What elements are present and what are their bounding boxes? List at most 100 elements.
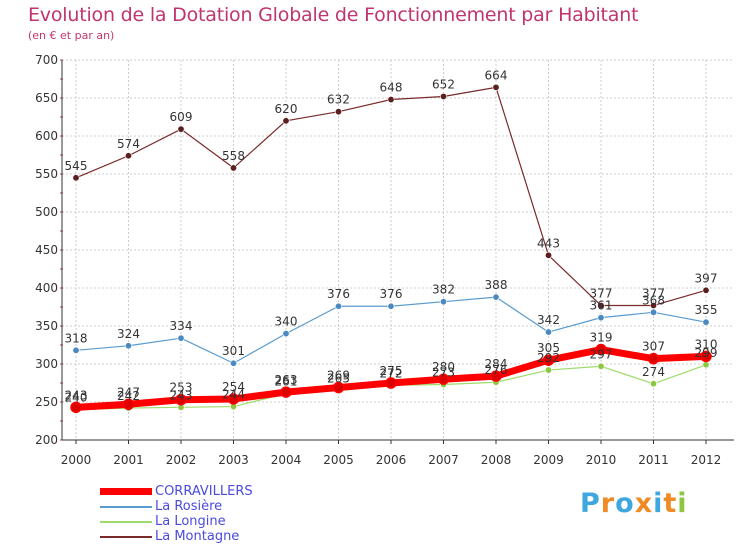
data-point-la-longine: [544, 366, 552, 374]
data-label-corravillers: 275: [380, 364, 403, 378]
data-point-corravillers: [332, 381, 345, 394]
legend-swatch-corravillers: [100, 488, 152, 495]
data-label-la-rosi-re: 342: [537, 313, 560, 327]
data-label-la-montagne: 574: [117, 137, 140, 151]
data-point-la-montagne: [702, 286, 710, 294]
x-tick-label: 2011: [638, 453, 669, 467]
data-label-la-montagne: 652: [432, 77, 455, 91]
data-label-corravillers: 280: [432, 360, 455, 374]
data-label-la-rosi-re: 318: [65, 331, 88, 345]
x-tick-label: 2000: [61, 453, 92, 467]
data-label-la-montagne: 377: [590, 286, 613, 300]
data-point-la-rosi-re: [282, 330, 290, 338]
data-point-corravillers: [700, 350, 712, 363]
data-label-corravillers: 269: [327, 369, 350, 383]
data-point-la-longine: [649, 380, 657, 388]
x-tick-label: 2006: [376, 453, 407, 467]
legend-swatch-la-montagne: [100, 535, 152, 538]
data-point-la-montagne: [439, 92, 447, 100]
data-point-la-montagne: [649, 301, 657, 309]
y-tick-label: 500: [35, 205, 58, 219]
data-label-corravillers: 254: [222, 380, 245, 394]
x-tick-label: 2001: [113, 453, 144, 467]
data-label-la-rosi-re: 388: [485, 278, 508, 292]
data-point-la-rosi-re: [702, 318, 710, 326]
x-tick-label: 2003: [218, 453, 249, 467]
data-point-la-rosi-re: [649, 308, 657, 316]
data-point-la-montagne: [177, 125, 185, 133]
data-label-la-longine: 242: [117, 389, 140, 403]
data-point-la-rosi-re: [334, 302, 342, 310]
data-point-la-montagne: [544, 251, 552, 259]
legend-swatch-la-longine: [100, 520, 152, 523]
data-point-la-montagne: [334, 108, 342, 116]
y-tick-label: 400: [35, 281, 58, 295]
data-point-corravillers: [385, 377, 397, 389]
data-label-corravillers: 305: [537, 341, 560, 355]
data-label-corravillers: 243: [65, 388, 88, 402]
data-point-corravillers: [490, 370, 502, 382]
data-point-la-montagne: [125, 152, 133, 160]
data-label-la-longine: 261: [275, 375, 298, 389]
data-point-la-rosi-re: [597, 314, 605, 322]
data-point-la-rosi-re: [387, 302, 395, 310]
data-label-la-montagne: 545: [65, 159, 88, 173]
data-label-la-longine: 274: [642, 365, 665, 379]
y-tick-label: 300: [35, 357, 58, 371]
legend-swatch-la-rosi-re: [100, 505, 152, 508]
legend-label-la-montagne: La Montagne: [155, 529, 240, 544]
data-point-la-montagne: [72, 174, 80, 182]
data-label-la-longine: 273: [432, 366, 455, 380]
chart-subtitle: (en € et par an): [28, 29, 115, 42]
data-point-la-rosi-re: [177, 334, 185, 342]
data-point-corravillers: [542, 354, 555, 366]
y-tick-label: 200: [35, 433, 58, 447]
data-label-corravillers: 247: [117, 385, 140, 399]
data-label-la-longine: 244: [222, 388, 245, 402]
data-label-corravillers: 263: [275, 373, 298, 387]
data-point-corravillers: [595, 343, 607, 356]
logo-letter: P: [580, 488, 601, 519]
data-point-la-rosi-re: [439, 298, 447, 306]
data-label-corravillers: 319: [590, 331, 613, 345]
logo-letter: i: [677, 488, 688, 519]
x-tick-label: 2007: [428, 453, 459, 467]
data-label-la-montagne: 377: [642, 286, 665, 300]
data-label-la-longine: 276: [485, 363, 508, 377]
logo-letter: r: [600, 488, 616, 519]
data-label-la-rosi-re: 376: [327, 287, 350, 301]
legend-label-la-longine: La Longine: [155, 514, 226, 529]
data-point-la-rosi-re: [544, 328, 552, 336]
y-tick-label: 250: [35, 395, 58, 409]
data-label-corravillers: 284: [485, 357, 508, 371]
y-tick-label: 600: [35, 129, 58, 143]
data-label-la-longine: 265: [327, 372, 350, 386]
data-label-la-montagne: 664: [485, 68, 508, 82]
data-point-corravillers: [280, 386, 292, 398]
logo-letter: o: [615, 488, 635, 519]
chart-title: Evolution de la Dotation Globale de Fonc…: [28, 4, 639, 26]
data-label-la-longine: 243: [170, 388, 193, 402]
data-point-corravillers: [227, 393, 240, 405]
data-label-la-montagne: 443: [537, 236, 560, 250]
data-point-corravillers: [70, 401, 82, 414]
data-label-la-rosi-re: 301: [222, 344, 245, 358]
legend-label-la-rosi-re: La Rosière: [155, 499, 223, 514]
data-label-la-montagne: 620: [275, 102, 298, 116]
data-point-la-rosi-re: [492, 293, 500, 301]
data-point-corravillers: [647, 352, 660, 365]
data-point-la-rosi-re: [125, 342, 133, 350]
data-point-la-montagne: [597, 301, 605, 309]
y-tick-label: 700: [35, 53, 58, 67]
x-tick-label: 2009: [533, 453, 564, 467]
data-point-la-montagne: [387, 96, 395, 104]
data-label-la-rosi-re: 355: [695, 303, 718, 317]
data-point-la-montagne: [230, 164, 238, 172]
data-point-corravillers: [122, 398, 135, 411]
data-point-corravillers: [437, 373, 450, 385]
data-label-la-longine: 272: [380, 366, 403, 380]
data-point-la-montagne: [492, 83, 500, 91]
data-label-la-montagne: 397: [695, 271, 718, 285]
x-tick-label: 2004: [271, 453, 302, 467]
data-label-la-montagne: 632: [327, 93, 350, 107]
